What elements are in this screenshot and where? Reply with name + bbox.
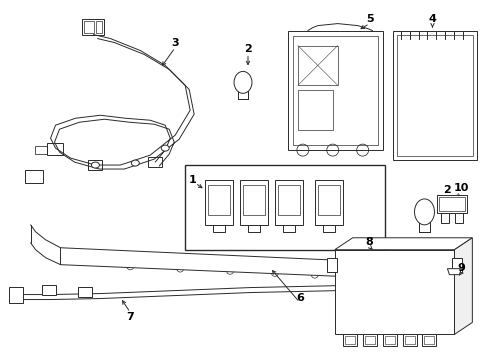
Bar <box>365 336 375 345</box>
Bar <box>84 21 95 32</box>
Bar <box>82 19 104 35</box>
Bar <box>343 334 357 346</box>
Polygon shape <box>335 238 472 250</box>
Bar <box>318 185 340 215</box>
Bar <box>47 143 63 155</box>
Bar <box>298 90 333 130</box>
Ellipse shape <box>92 162 99 168</box>
Ellipse shape <box>234 71 252 93</box>
Bar <box>293 36 378 145</box>
Bar <box>392 31 477 160</box>
Text: 4: 4 <box>429 14 437 24</box>
Text: 9: 9 <box>458 263 466 273</box>
Text: 8: 8 <box>366 237 373 247</box>
Bar <box>213 225 225 232</box>
Ellipse shape <box>415 199 435 225</box>
Text: 7: 7 <box>126 312 134 323</box>
Bar <box>452 258 463 272</box>
Bar <box>440 197 466 211</box>
Bar <box>455 213 464 223</box>
Bar <box>383 334 396 346</box>
Bar <box>35 146 47 154</box>
Text: 2: 2 <box>443 185 451 195</box>
Bar <box>327 258 337 272</box>
Polygon shape <box>447 269 462 275</box>
Bar <box>243 185 265 215</box>
Bar <box>418 222 431 232</box>
Bar <box>396 35 473 156</box>
Text: 2: 2 <box>244 44 252 54</box>
Text: 10: 10 <box>454 183 469 193</box>
Bar <box>240 180 268 225</box>
Bar <box>363 334 377 346</box>
Bar <box>24 170 43 183</box>
Bar <box>424 336 435 345</box>
Polygon shape <box>454 238 472 334</box>
Bar <box>315 180 343 225</box>
Bar <box>78 287 93 297</box>
Bar <box>298 45 338 85</box>
Bar <box>89 160 102 170</box>
Bar <box>288 31 383 150</box>
Bar <box>205 180 233 225</box>
Text: 6: 6 <box>296 293 304 302</box>
Bar <box>275 180 303 225</box>
Bar <box>278 185 300 215</box>
Bar <box>238 91 248 99</box>
Bar <box>9 287 23 302</box>
Ellipse shape <box>161 145 169 151</box>
Bar <box>323 225 335 232</box>
Polygon shape <box>61 248 369 278</box>
Bar <box>42 285 55 294</box>
Bar <box>248 225 260 232</box>
Bar <box>97 21 102 32</box>
Bar <box>385 336 394 345</box>
Bar <box>405 336 415 345</box>
Text: 5: 5 <box>366 14 373 24</box>
Bar <box>283 225 295 232</box>
Bar <box>422 334 437 346</box>
Bar <box>345 336 355 345</box>
Bar <box>441 213 449 223</box>
Bar <box>148 157 162 167</box>
Bar <box>438 195 467 213</box>
Ellipse shape <box>131 160 139 166</box>
Text: 3: 3 <box>172 37 179 48</box>
Bar <box>403 334 416 346</box>
Bar <box>208 185 230 215</box>
Bar <box>185 165 385 250</box>
Text: 1: 1 <box>188 175 196 185</box>
Bar <box>335 250 454 334</box>
